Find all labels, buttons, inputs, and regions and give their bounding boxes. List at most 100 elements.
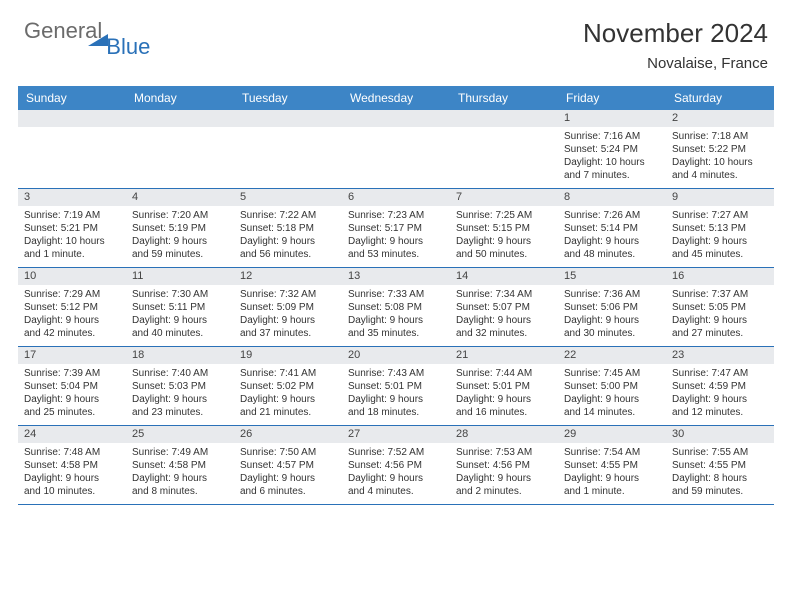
day-info-line: Daylight: 9 hours bbox=[24, 472, 120, 485]
day-info-line: Sunrise: 7:36 AM bbox=[564, 288, 660, 301]
day-info-line: Daylight: 9 hours bbox=[240, 472, 336, 485]
day-info-line: and 4 minutes. bbox=[672, 169, 768, 182]
day-info-line: Sunrise: 7:50 AM bbox=[240, 446, 336, 459]
day-info-line: Sunset: 5:08 PM bbox=[348, 301, 444, 314]
day-info-line: Sunrise: 7:25 AM bbox=[456, 209, 552, 222]
day-info-line: Sunset: 5:00 PM bbox=[564, 380, 660, 393]
day-number: 4 bbox=[126, 189, 234, 206]
day-info-line: Daylight: 9 hours bbox=[132, 472, 228, 485]
day-info-line: Sunset: 5:03 PM bbox=[132, 380, 228, 393]
day-info-line: Sunset: 4:57 PM bbox=[240, 459, 336, 472]
day-info-line: Sunset: 5:12 PM bbox=[24, 301, 120, 314]
weekday-header: Wednesday bbox=[342, 86, 450, 110]
day-info-line: and 4 minutes. bbox=[348, 485, 444, 498]
day-info-line: Daylight: 10 hours bbox=[672, 156, 768, 169]
day-info-line: and 1 minute. bbox=[564, 485, 660, 498]
day-info-line: Sunset: 5:24 PM bbox=[564, 143, 660, 156]
day-info-line: and 53 minutes. bbox=[348, 248, 444, 261]
day-info-line: Sunrise: 7:54 AM bbox=[564, 446, 660, 459]
day-cell bbox=[18, 127, 126, 188]
day-info-line: Sunrise: 7:34 AM bbox=[456, 288, 552, 301]
day-info-line: and 59 minutes. bbox=[132, 248, 228, 261]
day-cell bbox=[450, 127, 558, 188]
day-info-line: Sunrise: 7:26 AM bbox=[564, 209, 660, 222]
day-info-line: Sunrise: 7:43 AM bbox=[348, 367, 444, 380]
day-info-line: Sunset: 5:13 PM bbox=[672, 222, 768, 235]
day-number bbox=[234, 110, 342, 127]
day-number: 8 bbox=[558, 189, 666, 206]
day-info-line: and 30 minutes. bbox=[564, 327, 660, 340]
day-number: 24 bbox=[18, 426, 126, 443]
day-info-line: Sunrise: 7:53 AM bbox=[456, 446, 552, 459]
day-number: 26 bbox=[234, 426, 342, 443]
day-number: 14 bbox=[450, 268, 558, 285]
day-number: 17 bbox=[18, 347, 126, 364]
day-info-line: and 40 minutes. bbox=[132, 327, 228, 340]
day-number: 22 bbox=[558, 347, 666, 364]
day-info-line: Sunrise: 7:29 AM bbox=[24, 288, 120, 301]
day-info-line: Daylight: 9 hours bbox=[132, 235, 228, 248]
day-cell: Sunrise: 7:34 AMSunset: 5:07 PMDaylight:… bbox=[450, 285, 558, 346]
day-cell: Sunrise: 7:49 AMSunset: 4:58 PMDaylight:… bbox=[126, 443, 234, 504]
day-info-line: Daylight: 9 hours bbox=[672, 314, 768, 327]
day-info-line: Sunrise: 7:27 AM bbox=[672, 209, 768, 222]
day-info-line: Daylight: 9 hours bbox=[456, 393, 552, 406]
day-cell: Sunrise: 7:39 AMSunset: 5:04 PMDaylight:… bbox=[18, 364, 126, 425]
day-cell: Sunrise: 7:19 AMSunset: 5:21 PMDaylight:… bbox=[18, 206, 126, 267]
day-info-line: and 16 minutes. bbox=[456, 406, 552, 419]
day-info-line: Sunrise: 7:52 AM bbox=[348, 446, 444, 459]
day-cell: Sunrise: 7:40 AMSunset: 5:03 PMDaylight:… bbox=[126, 364, 234, 425]
day-number bbox=[126, 110, 234, 127]
day-info-line: Sunset: 5:01 PM bbox=[456, 380, 552, 393]
day-info-line: and 35 minutes. bbox=[348, 327, 444, 340]
day-cell: Sunrise: 7:30 AMSunset: 5:11 PMDaylight:… bbox=[126, 285, 234, 346]
day-number bbox=[342, 110, 450, 127]
day-info-line: Daylight: 9 hours bbox=[240, 314, 336, 327]
day-cell: Sunrise: 7:25 AMSunset: 5:15 PMDaylight:… bbox=[450, 206, 558, 267]
day-info-line: Sunrise: 7:20 AM bbox=[132, 209, 228, 222]
day-info-line: Daylight: 9 hours bbox=[24, 314, 120, 327]
day-cell: Sunrise: 7:53 AMSunset: 4:56 PMDaylight:… bbox=[450, 443, 558, 504]
day-info-line: Daylight: 9 hours bbox=[132, 393, 228, 406]
day-number: 21 bbox=[450, 347, 558, 364]
logo-text-blue: Blue bbox=[106, 34, 150, 60]
day-info-line: and 18 minutes. bbox=[348, 406, 444, 419]
day-info-line: Daylight: 9 hours bbox=[564, 235, 660, 248]
day-info-line: Daylight: 9 hours bbox=[672, 393, 768, 406]
day-info-line: Sunset: 5:19 PM bbox=[132, 222, 228, 235]
weekday-header-row: SundayMondayTuesdayWednesdayThursdayFrid… bbox=[18, 86, 774, 110]
day-info-line: Sunset: 5:21 PM bbox=[24, 222, 120, 235]
day-info-line: Sunrise: 7:33 AM bbox=[348, 288, 444, 301]
day-cell: Sunrise: 7:29 AMSunset: 5:12 PMDaylight:… bbox=[18, 285, 126, 346]
day-info-line: and 32 minutes. bbox=[456, 327, 552, 340]
day-cell: Sunrise: 7:27 AMSunset: 5:13 PMDaylight:… bbox=[666, 206, 774, 267]
day-info-line: and 45 minutes. bbox=[672, 248, 768, 261]
day-info-line: Sunset: 5:07 PM bbox=[456, 301, 552, 314]
weekday-header: Sunday bbox=[18, 86, 126, 110]
day-cell: Sunrise: 7:37 AMSunset: 5:05 PMDaylight:… bbox=[666, 285, 774, 346]
day-cell: Sunrise: 7:47 AMSunset: 4:59 PMDaylight:… bbox=[666, 364, 774, 425]
day-cell: Sunrise: 7:50 AMSunset: 4:57 PMDaylight:… bbox=[234, 443, 342, 504]
weekday-header: Thursday bbox=[450, 86, 558, 110]
day-info-line: Daylight: 9 hours bbox=[132, 314, 228, 327]
day-info-line: Sunrise: 7:41 AM bbox=[240, 367, 336, 380]
day-info-line: Sunset: 4:56 PM bbox=[348, 459, 444, 472]
day-number bbox=[18, 110, 126, 127]
day-cell bbox=[126, 127, 234, 188]
day-info-line: Sunrise: 7:44 AM bbox=[456, 367, 552, 380]
day-info-line: Sunrise: 7:22 AM bbox=[240, 209, 336, 222]
day-info-line: Daylight: 9 hours bbox=[456, 472, 552, 485]
day-cell: Sunrise: 7:52 AMSunset: 4:56 PMDaylight:… bbox=[342, 443, 450, 504]
day-info-line: Daylight: 9 hours bbox=[564, 393, 660, 406]
day-info-line: Sunrise: 7:30 AM bbox=[132, 288, 228, 301]
day-number: 12 bbox=[234, 268, 342, 285]
weekday-header: Monday bbox=[126, 86, 234, 110]
day-number: 28 bbox=[450, 426, 558, 443]
day-number: 1 bbox=[558, 110, 666, 127]
day-number: 2 bbox=[666, 110, 774, 127]
day-info-line: Daylight: 10 hours bbox=[564, 156, 660, 169]
day-info-line: and 56 minutes. bbox=[240, 248, 336, 261]
day-cell: Sunrise: 7:43 AMSunset: 5:01 PMDaylight:… bbox=[342, 364, 450, 425]
day-info-line: and 23 minutes. bbox=[132, 406, 228, 419]
day-number: 20 bbox=[342, 347, 450, 364]
